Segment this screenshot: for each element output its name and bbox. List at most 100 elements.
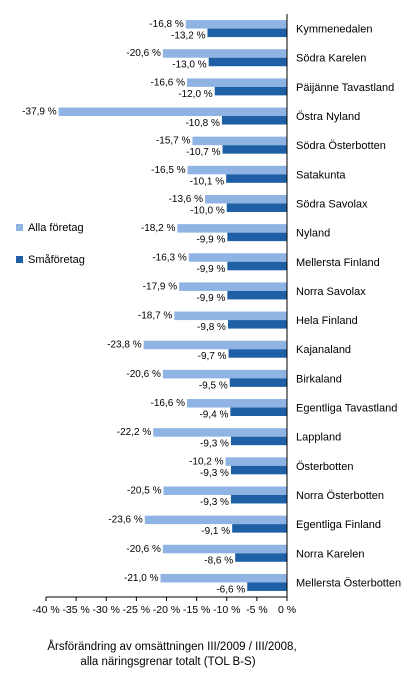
data-label-alla-foretag-7: -18,2 % — [141, 223, 176, 234]
bar-alla-foretag-18 — [162, 544, 287, 554]
bar-smaforetag-0 — [207, 28, 287, 38]
data-labels-layer: -16,8 %-13,2 %-20,6 %-13,0 %-16,6 %-12,0… — [22, 19, 245, 595]
bar-smaforetag-7 — [227, 232, 287, 242]
category-label-19: Mellersta Österbotten — [296, 577, 401, 589]
category-label-10: Hela Finland — [296, 315, 358, 327]
bar-smaforetag-2 — [214, 86, 287, 96]
legend-swatch-0 — [16, 224, 23, 231]
data-label-alla-foretag-6: -13,6 % — [169, 194, 204, 205]
data-label-smaforetag-18: -8,6 % — [204, 555, 233, 566]
bars-layer — [58, 20, 288, 591]
bar-alla-foretag-0 — [185, 20, 287, 29]
data-label-smaforetag-13: -9,4 % — [199, 410, 228, 421]
bar-alla-foretag-14 — [153, 428, 287, 437]
category-label-13: Egentliga Tavastland — [296, 403, 397, 415]
category-label-2: Päijänne Tavastland — [296, 82, 394, 94]
bar-alla-foretag-4 — [192, 136, 287, 146]
bar-alla-foretag-16 — [163, 486, 287, 495]
category-label-17: Egentliga Finland — [296, 519, 381, 531]
data-label-smaforetag-7: -9,9 % — [196, 235, 225, 246]
x-tick-label-4: -20 % — [153, 604, 180, 616]
x-tick-label-1: -35 % — [62, 604, 89, 616]
x-tick-label-2: -30 % — [93, 604, 120, 616]
data-label-smaforetag-17: -9,1 % — [201, 526, 230, 537]
data-label-alla-foretag-18: -20,6 % — [126, 544, 161, 555]
x-axis-ticks: -40 % -35 % -30 % -25 % -20 % -15 % -10 % -5 % 0… — [32, 597, 296, 616]
data-label-alla-foretag-2: -16,6 % — [151, 77, 186, 88]
data-label-alla-foretag-17: -23,6 % — [108, 515, 143, 526]
data-label-smaforetag-15: -9,3 % — [200, 468, 229, 479]
data-label-alla-foretag-15: -10,2 % — [189, 456, 224, 467]
bar-alla-foretag-19 — [160, 573, 287, 583]
bar-alla-foretag-10 — [174, 311, 287, 321]
x-tick-label-7: -5 % — [246, 604, 268, 616]
legend: Alla företag Småföretag — [16, 222, 85, 266]
data-label-smaforetag-12: -9,5 % — [199, 380, 228, 391]
data-label-smaforetag-2: -12,0 % — [178, 89, 213, 100]
category-labels: Kymmenedalen Södra Karelen Päijänne Tavast… — [296, 24, 401, 590]
bar-smaforetag-19 — [247, 582, 287, 591]
category-label-0: Kymmenedalen — [296, 24, 372, 36]
data-label-smaforetag-1: -13,0 % — [172, 60, 207, 71]
legend-label-0: Alla företag — [28, 222, 84, 234]
bar-alla-foretag-2 — [186, 78, 287, 87]
category-label-5: Satakunta — [296, 169, 346, 181]
x-axis-label-line-1: Årsförändring av omsättningen III/2009 /… — [47, 640, 296, 653]
data-label-alla-foretag-3: -37,9 % — [22, 107, 57, 118]
data-label-alla-foretag-5: -16,5 % — [151, 165, 186, 176]
bar-smaforetag-16 — [230, 494, 287, 504]
category-label-16: Norra Österbotten — [296, 490, 384, 502]
data-label-smaforetag-5: -10,1 % — [190, 176, 225, 187]
x-tick-label-5: -15 % — [183, 604, 210, 616]
x-tick-label-8: 0 % — [278, 604, 296, 616]
bar-smaforetag-3 — [221, 116, 287, 125]
bar-smaforetag-9 — [227, 290, 287, 300]
x-tick-label-3: -25 % — [123, 604, 150, 616]
data-label-smaforetag-11: -9,7 % — [198, 351, 227, 362]
category-label-3: Östra Nyland — [296, 111, 360, 123]
data-label-smaforetag-6: -10,0 % — [190, 205, 225, 216]
bar-smaforetag-8 — [227, 261, 287, 271]
data-label-smaforetag-0: -13,2 % — [171, 31, 206, 42]
data-label-alla-foretag-11: -23,8 % — [107, 340, 142, 351]
data-label-alla-foretag-16: -20,5 % — [127, 485, 162, 496]
data-label-alla-foretag-12: -20,6 % — [126, 369, 161, 380]
legend-swatch-1 — [16, 256, 23, 263]
bar-alla-foretag-9 — [179, 282, 287, 291]
bar-alla-foretag-5 — [187, 165, 287, 175]
data-label-alla-foretag-14: -22,2 % — [117, 427, 152, 438]
bar-smaforetag-15 — [230, 465, 287, 475]
bar-alla-foretag-1 — [162, 49, 287, 58]
bar-alla-foretag-13 — [186, 399, 287, 408]
category-label-9: Norra Savolax — [296, 286, 366, 298]
data-label-smaforetag-9: -9,9 % — [196, 293, 225, 304]
data-label-smaforetag-3: -10,8 % — [185, 118, 220, 129]
data-label-alla-foretag-8: -16,3 % — [152, 252, 187, 263]
data-label-alla-foretag-9: -17,9 % — [143, 281, 178, 292]
category-label-4: Södra Österbotten — [296, 140, 386, 152]
bar-smaforetag-1 — [208, 57, 287, 67]
bar-smaforetag-17 — [232, 524, 287, 533]
bar-alla-foretag-15 — [225, 457, 287, 466]
category-label-7: Nyland — [296, 228, 330, 240]
data-label-smaforetag-4: -10,7 % — [186, 147, 221, 158]
bar-alla-foretag-7 — [177, 224, 287, 233]
bar-smaforetag-6 — [226, 203, 287, 212]
bar-alla-foretag-12 — [162, 369, 287, 379]
category-label-15: Österbotten — [296, 461, 353, 473]
category-label-11: Kajanaland — [296, 344, 351, 356]
bar-smaforetag-12 — [229, 378, 287, 387]
bar-smaforetag-18 — [235, 553, 287, 562]
data-label-alla-foretag-19: -21,0 % — [124, 573, 159, 584]
data-label-alla-foretag-1: -20,6 % — [126, 48, 161, 59]
data-label-alla-foretag-4: -15,7 % — [156, 136, 191, 147]
bar-smaforetag-11 — [228, 349, 287, 358]
data-label-smaforetag-16: -9,3 % — [200, 497, 229, 508]
category-label-1: Södra Karelen — [296, 53, 366, 65]
legend-label-1: Småföretag — [28, 254, 85, 266]
x-tick-label-6: -10 % — [213, 604, 240, 616]
data-label-alla-foretag-13: -16,6 % — [151, 398, 186, 409]
bar-alla-foretag-17 — [144, 515, 287, 525]
bar-smaforetag-10 — [227, 320, 287, 329]
